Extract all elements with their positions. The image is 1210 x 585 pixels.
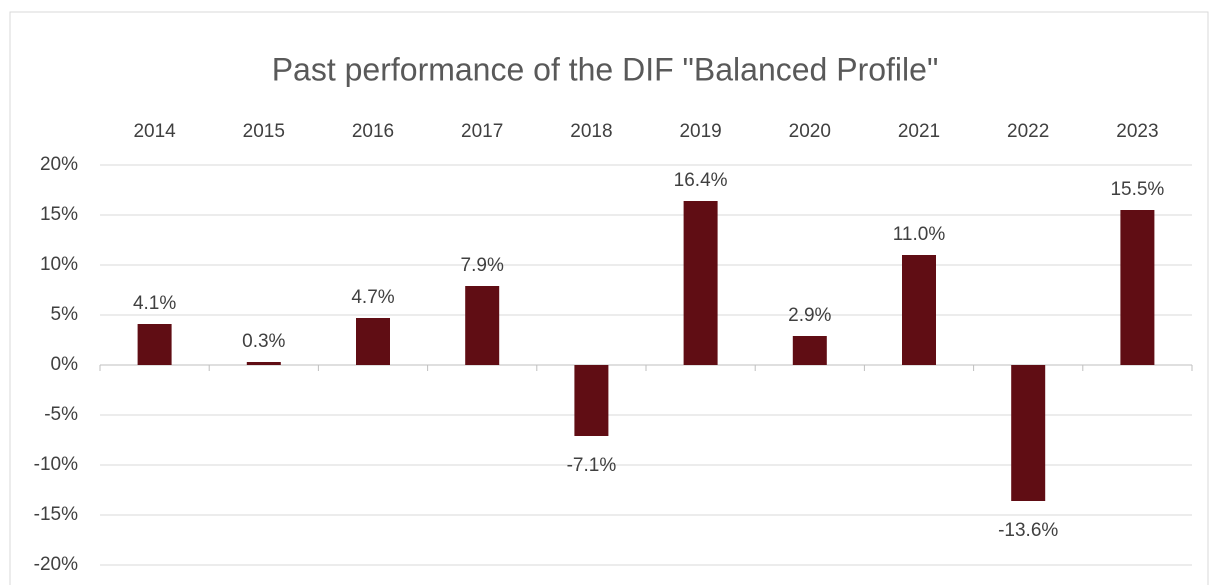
y-tick-label: -5% <box>44 404 78 425</box>
chart-title: Past performance of the DIF "Balanced Pr… <box>272 51 939 87</box>
x-tick-label: 2020 <box>789 121 831 142</box>
value-label: 4.7% <box>351 287 394 308</box>
x-tick-label: 2014 <box>133 121 176 142</box>
bar <box>902 255 936 365</box>
value-label: 4.1% <box>133 293 176 314</box>
bar <box>356 318 390 365</box>
y-tick-label: -20% <box>34 554 78 575</box>
y-tick-label: 20% <box>40 154 78 175</box>
bar <box>574 365 609 436</box>
x-tick-label: 2015 <box>243 121 285 142</box>
x-tick-label: 2017 <box>461 121 503 142</box>
bar <box>683 201 718 365</box>
bar <box>465 286 500 365</box>
value-label: 7.9% <box>461 255 504 276</box>
value-label: 0.3% <box>242 331 285 352</box>
bar <box>1120 210 1155 365</box>
bar <box>246 362 281 365</box>
y-tick-label: 10% <box>40 254 78 275</box>
value-label: 16.4% <box>674 170 728 191</box>
value-label: -7.1% <box>567 455 617 476</box>
y-tick-label: 15% <box>40 204 78 225</box>
y-tick-label: -15% <box>34 504 78 525</box>
value-label: 15.5% <box>1110 179 1164 200</box>
value-label: 11.0% <box>893 224 946 245</box>
value-label: 2.9% <box>788 305 831 326</box>
y-tick-label: 0% <box>51 354 79 375</box>
y-tick-label: -10% <box>34 454 78 475</box>
x-tick-label: 2016 <box>352 121 394 142</box>
chart-frame <box>9 11 1209 585</box>
x-tick-label: 2021 <box>898 121 940 142</box>
x-tick-label: 2018 <box>570 121 612 142</box>
x-tick-label: 2019 <box>679 121 721 142</box>
y-tick-label: 5% <box>51 304 79 325</box>
bar <box>137 324 172 365</box>
bar <box>1011 365 1046 501</box>
x-tick-label: 2023 <box>1116 121 1158 142</box>
bar <box>792 336 827 365</box>
value-label: -13.6% <box>998 520 1058 541</box>
x-tick-label: 2022 <box>1007 121 1049 142</box>
